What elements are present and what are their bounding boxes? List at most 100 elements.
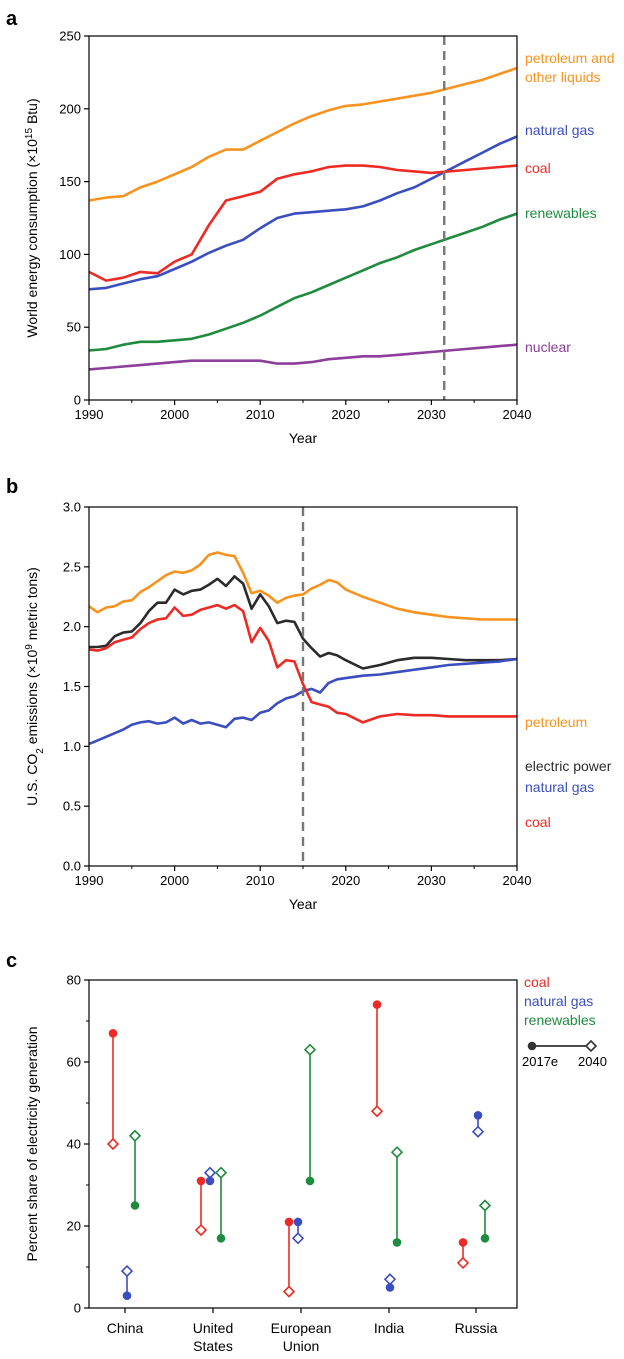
panel-b-y-tick-label: 0.5 [63, 799, 81, 814]
panel-a-legend-label-coal: coal [525, 160, 551, 176]
panel-c-point-2017e-coal [372, 1000, 382, 1009]
panel-c-y-tick-label: 40 [67, 1137, 81, 1152]
panel-b-series-line-natural-gas [88, 657, 518, 746]
panel-c-point-2040-coal [194, 1223, 208, 1237]
panel-c-point-2017e-renewables [392, 1238, 402, 1247]
panel-a-series-line-renewables [88, 212, 518, 352]
panel-c-point-2040-coal [370, 1105, 384, 1118]
panel-c-y-tick-label: 0 [74, 1301, 81, 1316]
panel-c-legend-key-label-2040: 2040 [578, 1054, 607, 1069]
panel-b-x-axis-title: Year [289, 896, 318, 912]
panel-c-point-2017e-natural-gas [473, 1111, 483, 1120]
panel-c-point-2017e-coal [284, 1217, 294, 1227]
panel-a-energy-consumption-chart: 1990 2000 2010 2020 2030 2040 0 50 100 150 200 250 Y… [24, 29, 615, 447]
panel-a-y-tick-label: 50 [67, 320, 81, 335]
panel-a-series-line-nuclear [88, 343, 518, 371]
panel-b-x-tick-label: 2020 [331, 873, 360, 888]
panel-c-point-2017e-natural-gas [122, 1291, 132, 1300]
panel-b-y-tick-label: 1.0 [63, 739, 81, 754]
panel-c-point-2040-renewables [478, 1199, 492, 1212]
panel-letter-c: c [6, 950, 17, 972]
panel-c-point-2017e-renewables [480, 1234, 490, 1243]
panel-a-x-tick-label: 1990 [75, 407, 104, 422]
panel-b-x-tick-label: 2040 [503, 873, 532, 888]
panel-c-legend-key-label-2017e: 2017e [522, 1054, 558, 1069]
panel-c-point-2017e-natural-gas [293, 1217, 303, 1227]
panel-c-point-2040-renewables [303, 1043, 317, 1056]
panel-a-y-tick-label: 100 [59, 247, 81, 262]
panel-a-legend-label-natural-gas: natural gas [525, 122, 594, 138]
panel-c-legend-label-natural-gas: natural gas [524, 993, 593, 1009]
panel-a-series-line-natural-gas [88, 135, 518, 291]
panel-b-legend-label-petroleum: petroleum [525, 714, 587, 730]
panel-b-y-axis-title: U.S. CO2 emissions (×109 metric tons) [24, 567, 46, 806]
panel-c-point-2040-renewables [128, 1129, 142, 1142]
panel-c-point-2040-renewables [390, 1146, 404, 1159]
panel-a-y-tick-label: 0 [74, 393, 81, 408]
panel-b-y-tick-label: 2.5 [63, 559, 81, 574]
panel-b-y-tick-label: 1.5 [63, 679, 81, 694]
panel-b-co2-emissions-chart: 1990 2000 2010 2020 2030 2040 0.0 0.5 1.0 1.5 2.0 2… [24, 500, 612, 913]
panel-a-y-tick-label: 150 [59, 174, 81, 189]
panel-a-series-line-coal [88, 164, 518, 282]
panel-c-point-2040-coal [456, 1256, 470, 1270]
panel-b-x-tick-label: 1990 [75, 873, 104, 888]
panel-c-point-2040-natural-gas [291, 1232, 305, 1245]
panel-b-y-tick-label: 0.0 [63, 859, 81, 874]
panel-b-series-line-petroleum [88, 551, 517, 621]
panel-b-legend-label-natural-gas: natural gas [525, 779, 594, 795]
panel-c-point-2017e-coal [108, 1029, 118, 1038]
panel-b-x-tick-label: 2010 [246, 873, 275, 888]
panel-c-category-label-states: States [193, 1338, 233, 1354]
panel-c-plot-frame [88, 979, 518, 1309]
panel-c-point-2017e-natural-gas [385, 1283, 395, 1292]
panel-a-legend-label-nuclear: nuclear [525, 339, 571, 355]
panel-a-legend-label-petroleum-and: petroleum and [525, 50, 615, 66]
panel-a-y-tick-label: 200 [59, 101, 81, 116]
panel-c-category-label-united: United [193, 1320, 233, 1336]
panel-a-legend-label-renewables: renewables [525, 205, 597, 221]
panel-c-legend-label-coal: coal [524, 974, 550, 990]
panel-a-plot-frame [88, 35, 518, 401]
panel-c-point-2040-renewables [214, 1166, 228, 1179]
panel-c-point-2017e-coal [458, 1238, 468, 1247]
panel-c-point-2040-coal [106, 1137, 120, 1151]
panel-c-category-label-india: India [374, 1320, 405, 1336]
panel-c-legend-label-renewables: renewables [524, 1012, 596, 1028]
panel-c-y-axis-title: Percent share of electricity generation [24, 1026, 40, 1261]
panel-a-legend-label-other-liquids: other liquids [525, 69, 601, 85]
panel-c-point-2040-coal [282, 1285, 296, 1298]
panel-c-y-tick-label: 60 [67, 1055, 81, 1070]
panel-c-point-2017e-renewables [305, 1176, 315, 1186]
panel-c-point-2017e-coal [196, 1176, 206, 1186]
panel-c-point-2017e-renewables [216, 1234, 226, 1243]
panel-b-x-tick-label: 2030 [417, 873, 446, 888]
panel-a-x-axis-title: Year [289, 430, 318, 446]
panel-c-point-2017e-renewables [130, 1201, 140, 1210]
panel-c-y-tick-label: 20 [67, 1219, 81, 1234]
panel-b-legend-label-electric-power: electric power [525, 758, 612, 774]
panel-a-x-tick-label: 2020 [331, 407, 360, 422]
panel-b-legend-label-coal: coal [525, 814, 551, 830]
panel-c-category-label-european: European [271, 1320, 332, 1336]
panel-c-legend-key-2017e-marker [527, 1041, 537, 1051]
panel-c-point-2017e-natural-gas [205, 1176, 215, 1186]
panel-c-category-label-china: China [107, 1320, 144, 1336]
panel-a-series-line-petroleum-and [88, 66, 518, 202]
panel-b-y-tick-label: 2.0 [63, 619, 81, 634]
panel-a-x-tick-label: 2010 [246, 407, 275, 422]
panel-c-category-label-russia: Russia [455, 1320, 498, 1336]
panel-b-y-tick-label: 3.0 [63, 500, 81, 515]
panel-c-y-tick-label: 80 [67, 973, 81, 988]
panel-a-x-tick-label: 2000 [160, 407, 189, 422]
panel-b-x-tick-label: 2000 [160, 873, 189, 888]
panel-a-x-tick-label: 2030 [417, 407, 446, 422]
panel-a-x-tick-label: 2040 [503, 407, 532, 422]
panel-b-series-line-coal [88, 603, 517, 724]
panel-a-y-axis-title: World energy consumption (×1015 Btu) [24, 98, 41, 337]
panel-c-point-2040-natural-gas [471, 1125, 485, 1138]
panel-c-point-2040-natural-gas [120, 1264, 134, 1278]
panel-c-point-2040-natural-gas [383, 1273, 397, 1286]
